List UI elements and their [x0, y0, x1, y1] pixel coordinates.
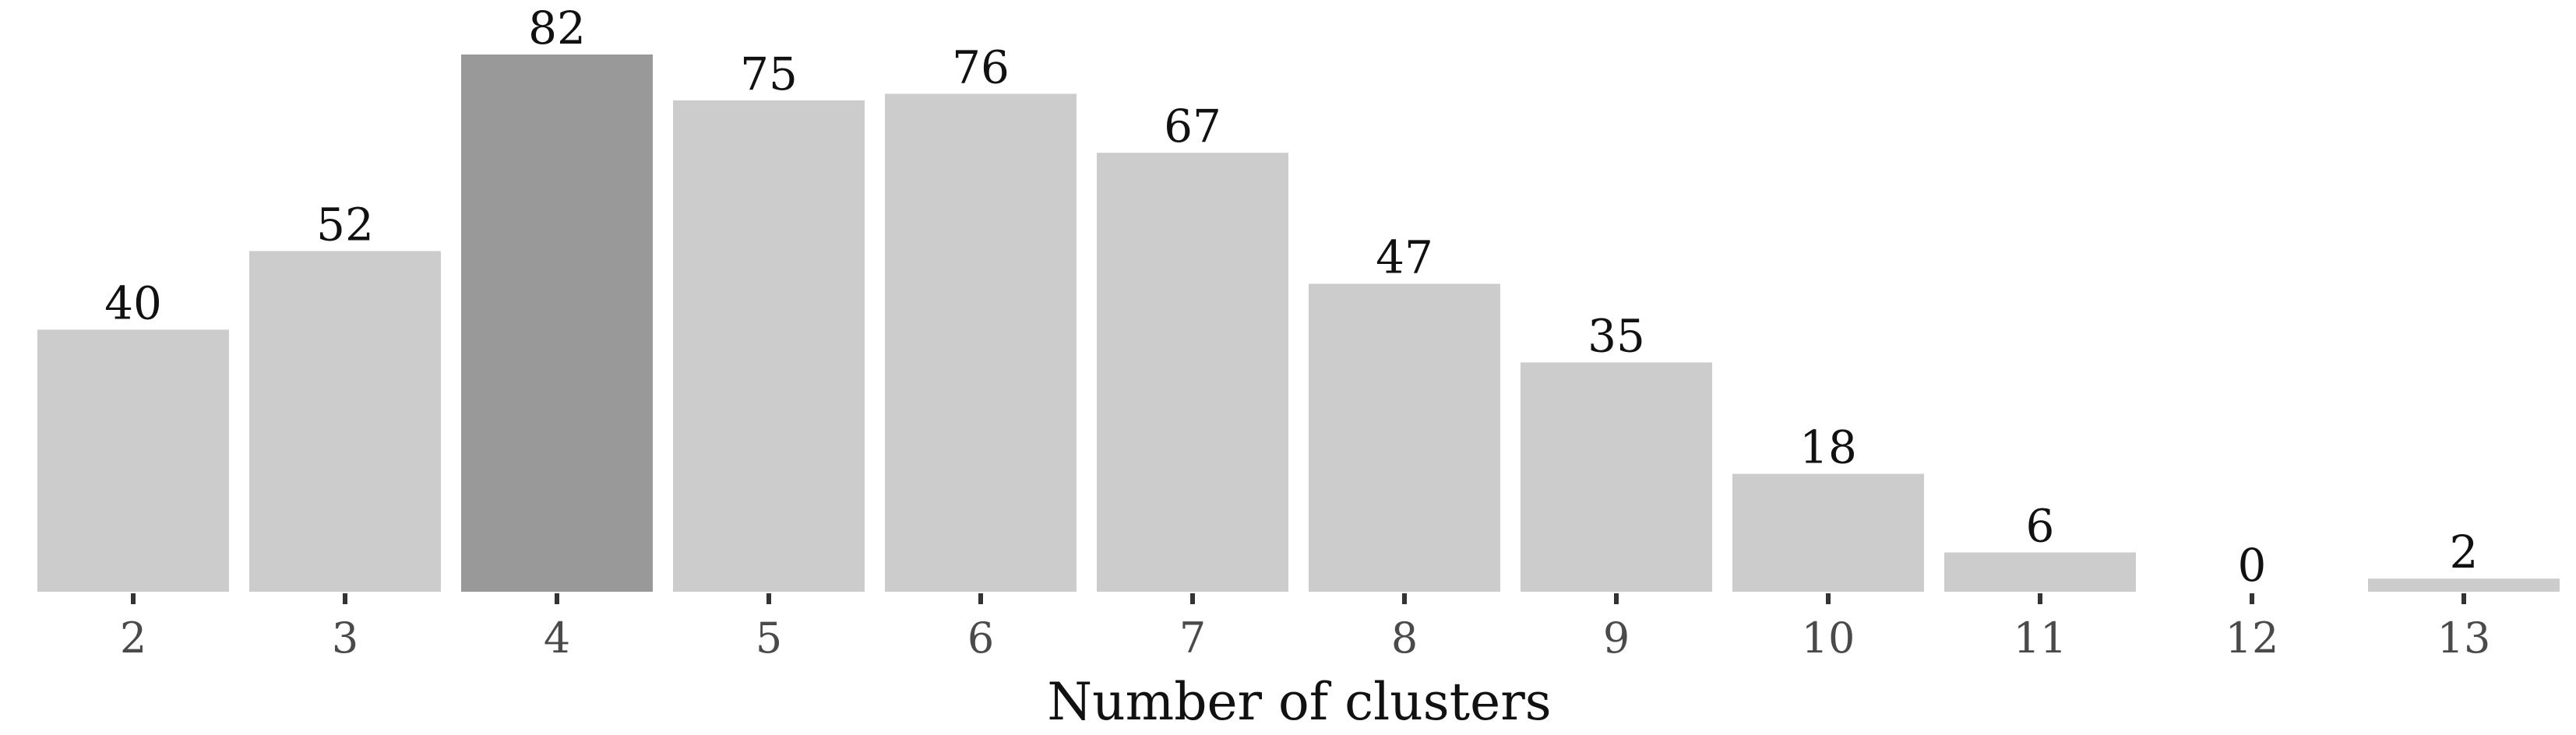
bars-group [37, 55, 2560, 593]
x-tick-label: 5 [756, 614, 782, 663]
bar-value-label: 2 [2450, 526, 2479, 579]
x-tick-label: 13 [2437, 614, 2491, 663]
x-axis-tick-labels: 2 3 4 5 6 7 8 9 10 11 12 13 [120, 614, 2491, 663]
bar-2 [37, 329, 229, 592]
bar-value-label: 75 [740, 47, 798, 100]
bar-11 [1944, 552, 2136, 592]
bar-value-label: 52 [316, 198, 374, 251]
bar-labels-group: 40 52 82 75 76 67 47 35 18 6 0 2 [104, 2, 2478, 592]
bar-3 [249, 251, 441, 592]
x-axis-title: Number of clusters [1047, 672, 1551, 732]
x-tick-label: 9 [1603, 614, 1630, 663]
x-tick-label: 8 [1391, 614, 1418, 663]
bar-value-label: 40 [104, 276, 162, 329]
bar-value-label: 35 [1588, 309, 1645, 362]
x-tick-label: 6 [967, 614, 994, 663]
bar-value-label: 47 [1376, 231, 1433, 284]
bar-10 [1732, 473, 1924, 592]
x-tick-label: 11 [2014, 614, 2067, 663]
bar-value-label: 6 [2026, 500, 2055, 553]
x-axis-ticks [131, 593, 2466, 604]
bar-value-label: 18 [1799, 421, 1857, 474]
x-tick-label: 3 [332, 614, 358, 663]
bar-6 [885, 93, 1077, 593]
bar-4 [461, 55, 653, 592]
x-tick-label: 7 [1179, 614, 1206, 663]
bar-value-label: 76 [952, 40, 1010, 93]
x-tick-label: 4 [544, 614, 570, 663]
x-tick-label: 10 [1802, 614, 1855, 663]
bar-13 [2368, 579, 2560, 592]
bar-value-label: 82 [528, 2, 586, 55]
bar-5 [673, 100, 865, 592]
bar-9 [1521, 362, 1712, 592]
bar-8 [1309, 283, 1500, 592]
bar-7 [1097, 153, 1288, 593]
bar-value-label: 67 [1164, 100, 1221, 153]
bar-value-label: 0 [2238, 539, 2267, 592]
x-tick-label: 2 [120, 614, 146, 663]
x-tick-label: 12 [2225, 614, 2279, 663]
